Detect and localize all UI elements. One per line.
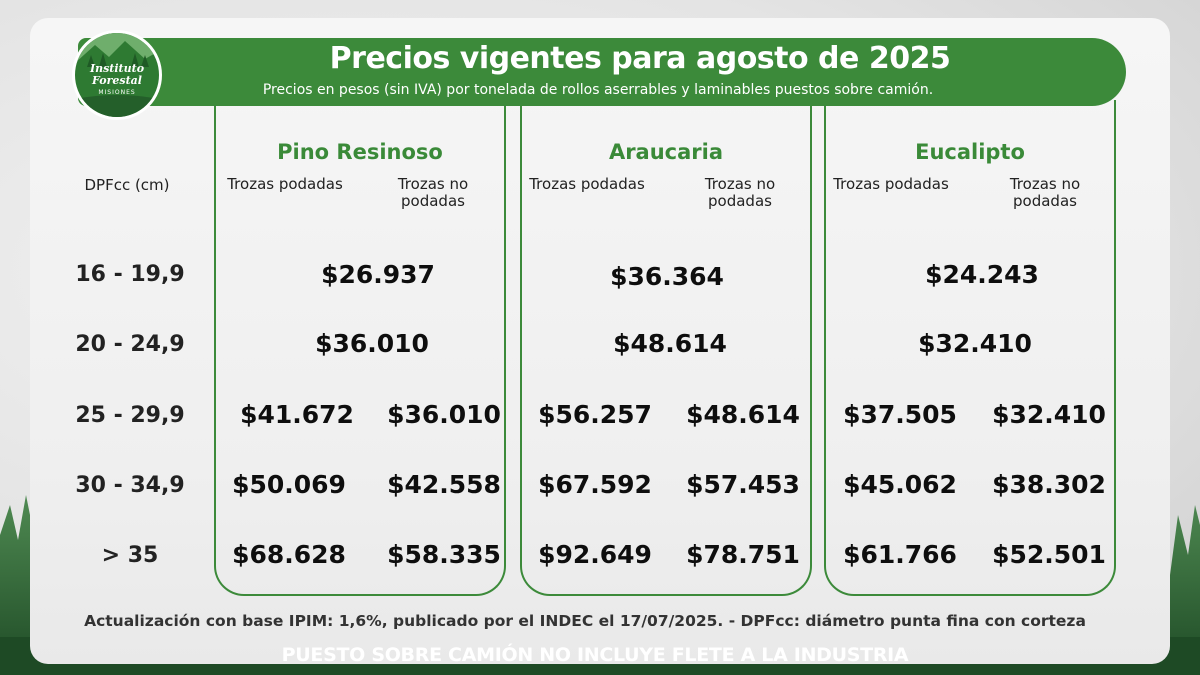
price-cell: $38.302 bbox=[992, 470, 1106, 499]
footnote: Actualización con base IPIM: 1,6%, publi… bbox=[84, 612, 1086, 630]
page-title: Precios vigentes para agosto de 2025 bbox=[329, 41, 951, 76]
price-cell: $67.592 bbox=[538, 470, 652, 499]
row-label: 16 - 19,9 bbox=[75, 262, 185, 287]
price-cell: $42.558 bbox=[387, 470, 501, 499]
price-cell: $57.453 bbox=[686, 470, 800, 499]
price-cell: $36.010 bbox=[387, 400, 501, 429]
logo-name: Instituto Forestal bbox=[89, 62, 145, 87]
row-label: 30 - 34,9 bbox=[75, 473, 185, 498]
price-cell: $26.937 bbox=[321, 260, 435, 289]
price-cell: $78.751 bbox=[686, 540, 800, 569]
subheader-podadas: Trozas podadas bbox=[529, 175, 645, 193]
price-cell: $58.335 bbox=[387, 540, 501, 569]
subheader-podadas: Trozas podadas bbox=[227, 175, 343, 193]
species-title: Araucaria bbox=[608, 140, 724, 164]
row-label: > 35 bbox=[101, 543, 159, 568]
subheader-no-podadas: Trozas no podadas bbox=[397, 175, 469, 210]
subheader-no-podadas: Trozas no podadas bbox=[704, 175, 776, 210]
row-label: 25 - 29,9 bbox=[75, 403, 185, 428]
price-cell: $48.614 bbox=[613, 329, 727, 358]
price-cell: $36.010 bbox=[315, 329, 429, 358]
species-title: Eucalipto bbox=[915, 140, 1025, 164]
mountain-forest-icon bbox=[75, 33, 159, 117]
header-bar bbox=[78, 38, 1126, 106]
price-cell: $48.614 bbox=[686, 400, 800, 429]
panel-eucalipto bbox=[824, 100, 1116, 596]
species-title: Pino Resinoso bbox=[277, 140, 443, 164]
dpf-column-header: DPFcc (cm) bbox=[84, 176, 170, 194]
price-cell: $52.501 bbox=[992, 540, 1106, 569]
price-cell: $61.766 bbox=[843, 540, 957, 569]
institute-logo: Instituto Forestal MISIONES bbox=[72, 30, 162, 120]
page-subtitle: Precios en pesos (sin IVA) por tonelada … bbox=[262, 82, 934, 98]
price-cell: $37.505 bbox=[843, 400, 957, 429]
row-label: 20 - 24,9 bbox=[75, 332, 185, 357]
subheader-no-podadas: Trozas no podadas bbox=[1009, 175, 1081, 210]
freight-banner: PUESTO SOBRE CAMIÓN NO INCLUYE FLETE A L… bbox=[281, 644, 909, 666]
panel-pino-resinoso bbox=[214, 100, 506, 596]
price-cell: $50.069 bbox=[232, 470, 346, 499]
price-cell: $92.649 bbox=[538, 540, 652, 569]
price-cell: $32.410 bbox=[992, 400, 1106, 429]
price-cell: $24.243 bbox=[925, 260, 1039, 289]
price-cell: $36.364 bbox=[610, 262, 724, 291]
price-cell: $32.410 bbox=[918, 329, 1032, 358]
price-cell: $45.062 bbox=[843, 470, 957, 499]
subheader-podadas: Trozas podadas bbox=[833, 175, 949, 193]
panel-araucaria bbox=[520, 100, 812, 596]
logo-subtitle: MISIONES bbox=[98, 89, 136, 96]
price-cell: $56.257 bbox=[538, 400, 652, 429]
price-cell: $68.628 bbox=[232, 540, 346, 569]
price-cell: $41.672 bbox=[240, 400, 354, 429]
